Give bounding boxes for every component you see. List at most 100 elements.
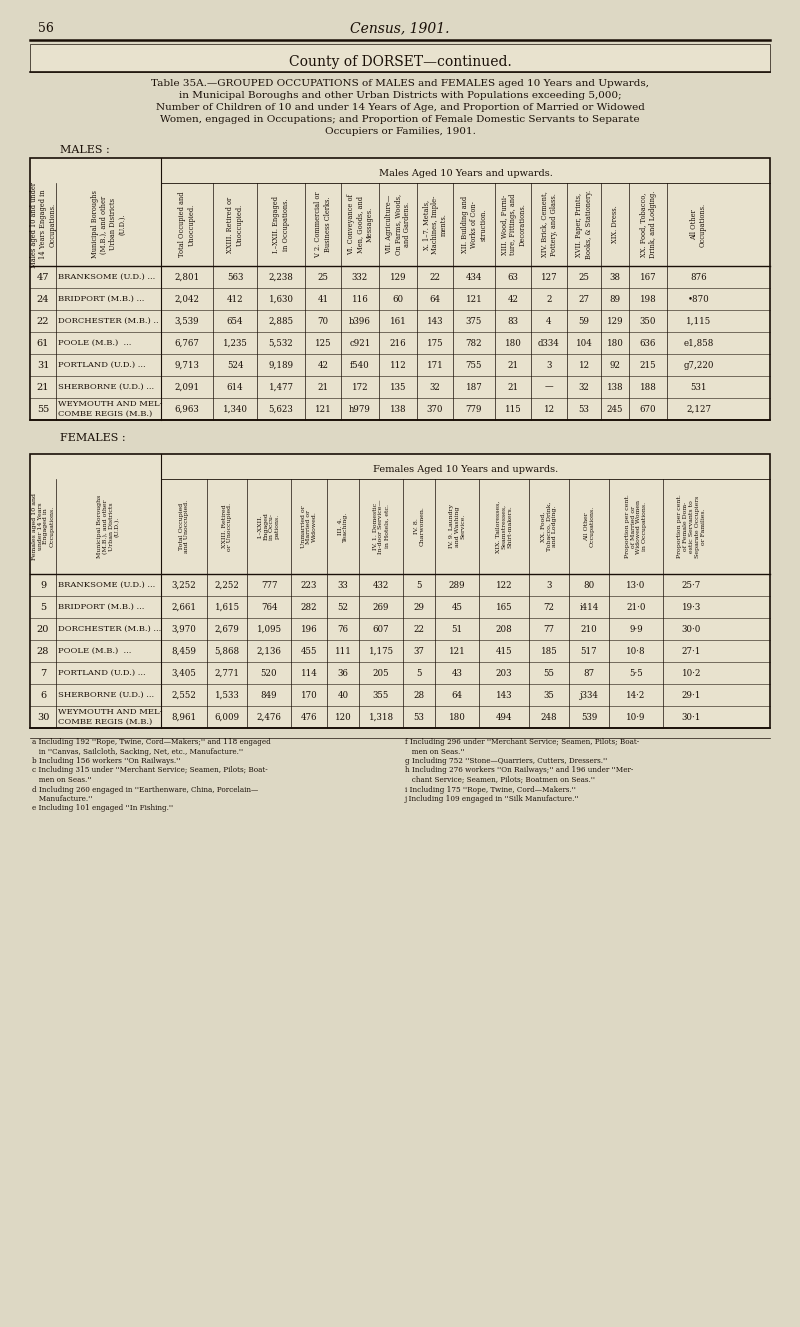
Text: BRIDPORT (M.B.) ...: BRIDPORT (M.B.) ... [58,295,144,303]
Text: f Including 296 under ''Merchant Service; Seamen, Pilots; Boat-: f Including 296 under ''Merchant Service… [405,738,639,746]
Text: j334: j334 [579,690,598,699]
Text: 332: 332 [352,272,368,281]
Text: I.–XXII. Engaged
in Occupations.: I.–XXII. Engaged in Occupations. [272,196,290,253]
Text: 55: 55 [543,669,554,678]
Text: 32: 32 [430,382,441,391]
Text: men on Seas.'': men on Seas.'' [405,747,465,755]
Text: 205: 205 [373,669,390,678]
Text: 3,405: 3,405 [171,669,197,678]
Text: 25: 25 [318,272,329,281]
Text: 12: 12 [578,361,590,369]
Text: XII. Building and
Works of Con-
struction.: XII. Building and Works of Con- structio… [461,196,487,253]
Text: XXIII. Retired
or Unoccupied.: XXIII. Retired or Unoccupied. [222,503,233,551]
Text: 80: 80 [583,580,594,589]
Text: 531: 531 [690,382,706,391]
Text: b396: b396 [349,317,371,325]
Text: 1,533: 1,533 [214,690,239,699]
Text: 21: 21 [507,361,518,369]
Text: 122: 122 [496,580,512,589]
Text: IV. 9. Laundry
and Washing
Service.: IV. 9. Laundry and Washing Service. [449,504,466,548]
Text: XIX. Tailoresses,
Seamstresses,
Shirt-makers.: XIX. Tailoresses, Seamstresses, Shirt-ma… [496,500,512,552]
Text: IV. 8.
Charwomen.: IV. 8. Charwomen. [414,507,424,547]
Text: DORCHESTER (M.B.) ...: DORCHESTER (M.B.) ... [58,625,162,633]
Text: f540: f540 [350,361,370,369]
Text: 3,970: 3,970 [171,625,197,633]
Text: DORCHESTER (M.B.) ..: DORCHESTER (M.B.) .. [58,317,158,325]
Text: 2,042: 2,042 [174,295,199,304]
Text: 129: 129 [606,317,623,325]
Text: I.–XXII.
Engaged
in Occu-
pations.: I.–XXII. Engaged in Occu- pations. [258,512,280,540]
Text: 563: 563 [227,272,243,281]
Text: IV. 1. Domestic
In-door Service—
in Hotels, etc.: IV. 1. Domestic In-door Service— in Hote… [373,499,390,553]
Text: V. 2. Commercial or
Business Clerks.: V. 2. Commercial or Business Clerks. [314,191,332,257]
Text: Proportion per cent.
of Married or
Widowed Women
in Occupations.: Proportion per cent. of Married or Widow… [625,495,647,559]
Text: 37: 37 [414,646,425,656]
Text: h979: h979 [349,405,371,414]
Text: 116: 116 [352,295,368,304]
Text: XVII. Paper, Prints,
Books, & Stationery.: XVII. Paper, Prints, Books, & Stationery… [575,190,593,259]
Text: 203: 203 [496,669,512,678]
Text: 111: 111 [334,646,351,656]
Text: 22: 22 [414,625,425,633]
Text: BRANKSOME (U.D.) ...: BRANKSOME (U.D.) ... [58,581,155,589]
Text: 5·5: 5·5 [629,669,643,678]
Text: 33: 33 [338,580,348,589]
Text: 76: 76 [338,625,349,633]
Text: h Including 276 workers ''On Railways;'' and 196 under ''Mer-: h Including 276 workers ''On Railways;''… [405,767,634,775]
Text: 63: 63 [507,272,518,281]
Text: Municipal Boroughs
(M.B.), and other
Urban Districts
(U.D.).: Municipal Boroughs (M.B.), and other Urb… [90,191,126,259]
Text: 208: 208 [496,625,512,633]
Text: 21: 21 [507,382,518,391]
Text: 45: 45 [451,602,462,612]
Text: XIII. Wood, Furni-
ture, Fittings, and
Decorations.: XIII. Wood, Furni- ture, Fittings, and D… [500,194,526,255]
Text: 2,252: 2,252 [214,580,239,589]
Text: 51: 51 [451,625,462,633]
Text: 1,235: 1,235 [222,338,247,348]
Text: 455: 455 [301,646,318,656]
Bar [30,454,770,729]
Text: 30·0: 30·0 [682,625,701,633]
Text: 2,476: 2,476 [257,713,282,722]
Text: Females aged 10 and
under 14 Years
Engaged in
Occupations.: Females aged 10 and under 14 Years Engag… [32,494,54,560]
Text: 636: 636 [640,338,656,348]
Text: BRANKSOME (U.D.) ...: BRANKSOME (U.D.) ... [58,273,155,281]
Text: 3: 3 [546,580,552,589]
Text: 92: 92 [610,361,621,369]
Text: 70: 70 [318,317,329,325]
Text: Municipal Boroughs
(M.B.), and other
Urban Districts
(U.D.).: Municipal Boroughs (M.B.), and other Urb… [97,495,120,559]
Text: 412: 412 [226,295,243,304]
Text: 121: 121 [314,405,331,414]
Text: 40: 40 [338,690,349,699]
Text: 370: 370 [426,405,443,414]
Text: a Including 192 ''Rope, Twine, Cord—Makers;'' and 118 engaged: a Including 192 ''Rope, Twine, Cord—Make… [32,738,270,746]
Text: 187: 187 [466,382,482,391]
Text: X. 1–7. Metals,
Machines, Imple-
ments.: X. 1–7. Metals, Machines, Imple- ments. [422,195,448,253]
Text: 121: 121 [449,646,466,656]
Text: County of DORSET—continued.: County of DORSET—continued. [289,54,511,69]
Text: 121: 121 [466,295,482,304]
Text: XIX. Dress.: XIX. Dress. [611,206,619,243]
Text: 22: 22 [37,317,50,325]
Text: 517: 517 [581,646,598,656]
Text: 24: 24 [37,295,50,304]
Text: FEMALES :: FEMALES : [60,433,126,443]
Text: 64: 64 [430,295,441,304]
Text: 6,009: 6,009 [214,713,239,722]
Text: 2,136: 2,136 [257,646,282,656]
Text: 55: 55 [37,405,49,414]
Text: 175: 175 [426,338,443,348]
Text: POOLE (M.B.)  ...: POOLE (M.B.) ... [58,648,131,656]
Text: 10·2: 10·2 [682,669,702,678]
Text: XX. Food,
Tobacco, Drink,
and Lodging.: XX. Food, Tobacco, Drink, and Lodging. [541,502,558,551]
Text: 56: 56 [38,21,54,35]
Text: c Including 315 under ''Merchant Service; Seamen, Pilots; Boat-: c Including 315 under ''Merchant Service… [32,767,268,775]
Text: 779: 779 [466,405,482,414]
Text: 876: 876 [690,272,707,281]
Text: 114: 114 [301,669,318,678]
Text: g Including 752 ''Stone—Quarriers, Cutters, Dressers.'': g Including 752 ''Stone—Quarriers, Cutte… [405,756,607,764]
Text: 19·3: 19·3 [682,602,701,612]
Text: 1,630: 1,630 [269,295,294,304]
Text: 210: 210 [581,625,598,633]
Text: 6: 6 [40,690,46,699]
Text: WEYMOUTH AND MEL-: WEYMOUTH AND MEL- [58,399,162,407]
